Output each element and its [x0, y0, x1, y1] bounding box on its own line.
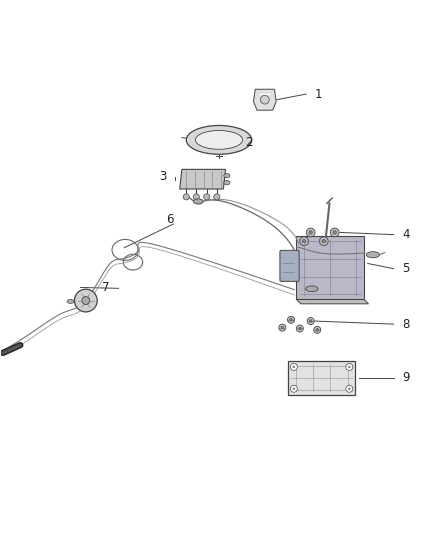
- Circle shape: [306, 228, 315, 237]
- Ellipse shape: [306, 286, 318, 292]
- Circle shape: [314, 326, 321, 333]
- Bar: [288, 361, 356, 395]
- Circle shape: [346, 385, 353, 392]
- Polygon shape: [254, 89, 276, 110]
- Ellipse shape: [186, 125, 252, 154]
- Circle shape: [309, 231, 312, 234]
- Circle shape: [74, 289, 97, 312]
- Circle shape: [279, 324, 286, 331]
- Circle shape: [298, 327, 301, 330]
- Circle shape: [309, 320, 312, 322]
- Circle shape: [348, 387, 351, 390]
- Ellipse shape: [195, 131, 243, 149]
- Text: 4: 4: [403, 228, 410, 241]
- Circle shape: [293, 387, 295, 390]
- Circle shape: [302, 239, 306, 243]
- Text: 7: 7: [102, 280, 110, 294]
- Circle shape: [346, 364, 353, 370]
- Circle shape: [288, 316, 294, 323]
- Text: 1: 1: [315, 87, 322, 101]
- Circle shape: [290, 385, 297, 392]
- FancyBboxPatch shape: [280, 251, 299, 281]
- Ellipse shape: [224, 174, 230, 178]
- Text: 6: 6: [166, 213, 174, 227]
- Circle shape: [193, 194, 199, 200]
- Circle shape: [204, 194, 210, 200]
- Circle shape: [261, 95, 269, 104]
- Circle shape: [322, 239, 325, 243]
- Ellipse shape: [67, 300, 74, 303]
- Ellipse shape: [366, 252, 379, 258]
- Circle shape: [281, 326, 284, 329]
- Text: 5: 5: [403, 262, 410, 275]
- Text: 3: 3: [159, 171, 166, 183]
- Circle shape: [330, 228, 339, 237]
- Polygon shape: [180, 169, 226, 189]
- Circle shape: [333, 231, 336, 234]
- Circle shape: [290, 318, 292, 321]
- Circle shape: [348, 366, 351, 368]
- Ellipse shape: [194, 199, 203, 204]
- Circle shape: [82, 297, 90, 304]
- Text: 8: 8: [403, 318, 410, 330]
- Polygon shape: [297, 300, 368, 304]
- Circle shape: [290, 364, 297, 370]
- Circle shape: [319, 237, 328, 246]
- Circle shape: [307, 318, 314, 325]
- Circle shape: [214, 194, 220, 200]
- Circle shape: [293, 366, 295, 368]
- Bar: [297, 236, 364, 300]
- Circle shape: [183, 194, 189, 200]
- Text: 2: 2: [245, 135, 253, 149]
- Circle shape: [300, 237, 308, 246]
- Circle shape: [296, 325, 303, 332]
- Text: 9: 9: [403, 372, 410, 384]
- Circle shape: [316, 328, 318, 331]
- Ellipse shape: [224, 181, 230, 185]
